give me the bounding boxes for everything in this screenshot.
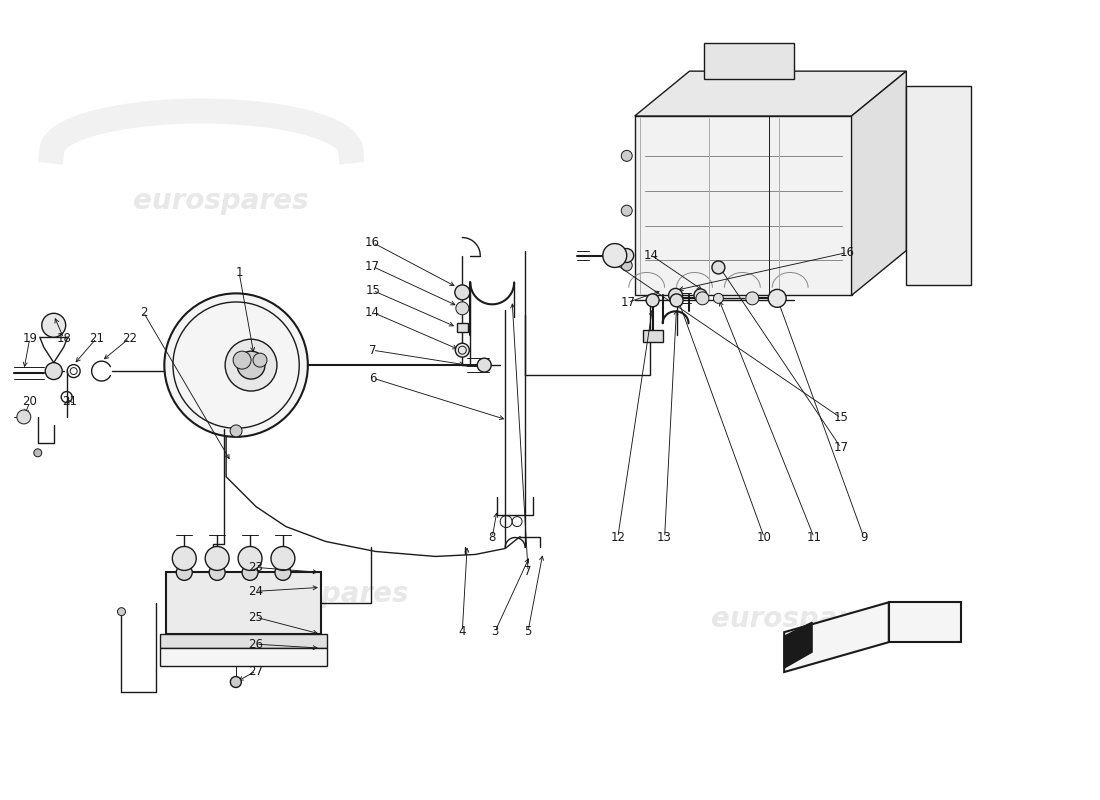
Text: 23: 23 [249, 561, 264, 574]
Circle shape [603, 243, 627, 267]
Bar [906, 86, 971, 286]
Circle shape [233, 351, 251, 369]
Text: 7: 7 [368, 344, 376, 357]
Circle shape [173, 546, 196, 570]
Text: 1: 1 [235, 266, 243, 279]
Circle shape [238, 546, 262, 570]
Circle shape [621, 260, 632, 271]
Circle shape [714, 294, 724, 303]
Circle shape [621, 150, 632, 162]
Text: 4: 4 [459, 625, 466, 638]
Circle shape [16, 410, 31, 424]
Text: 12: 12 [610, 531, 625, 544]
Text: 15: 15 [365, 284, 381, 297]
Circle shape [253, 353, 267, 367]
Circle shape [230, 677, 241, 687]
Text: 16: 16 [365, 236, 381, 249]
Circle shape [670, 294, 683, 307]
Circle shape [646, 294, 659, 307]
Circle shape [696, 292, 708, 305]
Text: 6: 6 [368, 371, 376, 385]
Text: 21: 21 [63, 395, 77, 409]
Text: 8: 8 [488, 531, 496, 544]
Circle shape [477, 358, 492, 372]
Circle shape [455, 302, 469, 314]
Text: 9: 9 [860, 531, 868, 544]
Bar [456, 323, 468, 332]
Text: 17: 17 [365, 260, 381, 273]
Circle shape [164, 294, 308, 437]
Circle shape [118, 608, 125, 616]
Text: 16: 16 [839, 246, 855, 259]
Text: 25: 25 [249, 610, 264, 624]
Text: 21: 21 [89, 332, 104, 345]
Text: 20: 20 [22, 395, 37, 409]
Text: 10: 10 [757, 531, 772, 544]
Circle shape [42, 314, 66, 338]
Circle shape [669, 288, 682, 302]
Circle shape [619, 249, 634, 262]
Text: 19: 19 [22, 332, 37, 345]
Text: 15: 15 [834, 411, 848, 425]
Circle shape [271, 546, 295, 570]
Text: 7: 7 [525, 565, 531, 578]
Circle shape [45, 362, 63, 379]
Polygon shape [851, 71, 906, 295]
Circle shape [230, 425, 242, 437]
Text: eurospares: eurospares [233, 580, 408, 608]
Polygon shape [635, 71, 906, 116]
Text: 17: 17 [620, 296, 635, 309]
Text: 2: 2 [140, 306, 147, 319]
Text: 27: 27 [249, 665, 264, 678]
Circle shape [275, 565, 290, 580]
Circle shape [34, 449, 42, 457]
Circle shape [694, 289, 707, 302]
Circle shape [455, 343, 470, 357]
Text: 22: 22 [122, 332, 138, 345]
Text: 24: 24 [249, 585, 264, 598]
Circle shape [454, 285, 470, 300]
Circle shape [206, 546, 229, 570]
Bar [161, 648, 327, 666]
Circle shape [226, 339, 277, 391]
Bar [889, 602, 960, 642]
Polygon shape [784, 602, 889, 672]
Bar [161, 634, 327, 648]
Circle shape [712, 261, 725, 274]
Circle shape [242, 565, 258, 580]
Polygon shape [704, 43, 794, 79]
Circle shape [176, 565, 192, 580]
Circle shape [209, 565, 226, 580]
Text: 14: 14 [645, 249, 659, 262]
Bar [642, 330, 662, 342]
Polygon shape [784, 622, 812, 668]
Bar [166, 572, 321, 634]
Text: 11: 11 [806, 531, 822, 544]
Text: 5: 5 [525, 625, 531, 638]
Text: 26: 26 [249, 638, 264, 650]
Circle shape [238, 351, 265, 379]
Text: 14: 14 [365, 306, 381, 319]
Text: eurospares: eurospares [133, 186, 309, 214]
Circle shape [746, 292, 759, 305]
Text: 18: 18 [56, 332, 72, 345]
Text: eurospares: eurospares [712, 606, 887, 634]
Text: 3: 3 [492, 625, 499, 638]
Circle shape [768, 290, 786, 307]
Text: 13: 13 [657, 531, 672, 544]
Circle shape [621, 205, 632, 216]
Text: 17: 17 [834, 442, 848, 454]
Polygon shape [635, 116, 851, 295]
